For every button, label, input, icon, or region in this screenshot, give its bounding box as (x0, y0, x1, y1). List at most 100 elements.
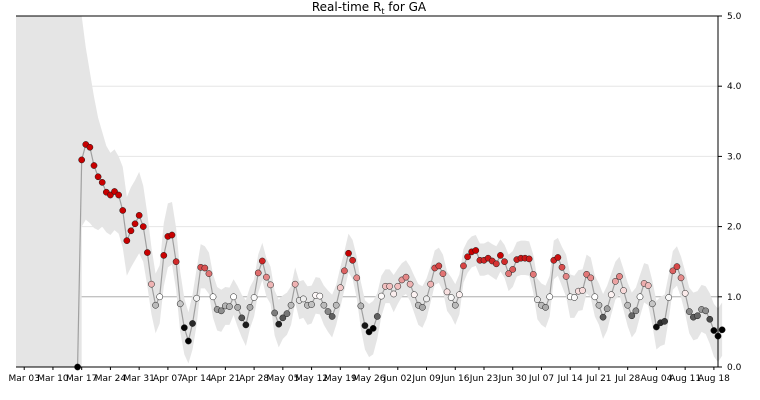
rt-point (234, 303, 242, 311)
x-tick-label: Jun 23 (469, 374, 498, 384)
rt-point (632, 307, 640, 315)
rt-point (386, 282, 393, 290)
rt-point (394, 282, 402, 290)
rt-point (587, 274, 595, 282)
rt-point (279, 314, 287, 322)
rt-point (246, 303, 254, 311)
x-tick-label: May 26 (353, 374, 386, 384)
rt-point (406, 280, 414, 288)
rt-point (283, 310, 291, 317)
rt-point (501, 258, 508, 266)
rt-point (86, 143, 94, 151)
rt-point (423, 295, 430, 303)
rt-point (661, 318, 668, 325)
rt-point (168, 231, 176, 239)
rt-point (648, 300, 656, 308)
x-tick-label: Jun 02 (383, 374, 412, 384)
rt-point (439, 270, 447, 277)
rt-point (156, 293, 164, 301)
rt-point (669, 267, 677, 275)
x-tick-label: Mar 24 (95, 374, 127, 384)
rt-point (702, 307, 710, 315)
rt-point (139, 223, 147, 230)
rt-point (152, 301, 159, 309)
rt-point (160, 252, 168, 259)
rt-point (706, 315, 714, 323)
rt-point (185, 337, 192, 345)
rt-point (361, 322, 369, 329)
rt-point (419, 303, 426, 311)
rt-point (505, 270, 512, 277)
rt-point (546, 293, 554, 301)
rt-point (599, 313, 607, 321)
rt-point (263, 273, 270, 281)
y-tick-label: 2.0 (727, 223, 742, 233)
rt-point (148, 280, 155, 288)
rt-point (242, 321, 250, 329)
rt-point (525, 255, 533, 263)
y-tick-label: 3.0 (727, 152, 742, 162)
rt-point (665, 294, 673, 301)
rt-point (275, 320, 283, 328)
rt-point (673, 263, 681, 270)
x-tick-label: Aug 04 (640, 374, 672, 384)
rt-point (529, 270, 537, 278)
rt-point (554, 254, 562, 261)
rt-point (685, 308, 693, 315)
chart-title-rest: for GA (384, 0, 426, 14)
rt-point (612, 278, 619, 285)
rt-point (570, 294, 578, 301)
rt-point (254, 269, 262, 277)
rt-point (172, 258, 180, 266)
rt-point (238, 314, 246, 322)
rt-point (677, 274, 685, 282)
x-tick-label: Mar 17 (66, 374, 97, 384)
rt-point (353, 274, 361, 282)
rt-point (694, 312, 701, 320)
rt-point (534, 296, 541, 303)
rt-point (542, 303, 549, 311)
rt-point (180, 324, 188, 332)
rt-point (90, 162, 98, 169)
rt-point (115, 191, 122, 199)
rt-point (291, 280, 299, 288)
rt-point (373, 313, 381, 320)
rt-point (497, 252, 504, 259)
rt-point (328, 313, 336, 320)
x-tick-label: May 12 (295, 374, 328, 384)
x-tick-label: Apr 07 (153, 374, 183, 384)
rt-point (710, 327, 718, 334)
x-tick-label: Apr 14 (182, 374, 212, 384)
x-tick-label: Mar 10 (37, 374, 69, 384)
rt-point (402, 273, 410, 281)
x-tick-label: Jul 28 (614, 374, 640, 384)
rt-point (369, 325, 377, 332)
rt-point (209, 293, 217, 301)
rt-point (681, 289, 689, 297)
rt-point (653, 323, 660, 331)
y-tick-label: 4.0 (727, 82, 742, 92)
rt-point (135, 212, 143, 219)
x-tick-label: Mar 31 (124, 374, 155, 384)
x-tick-label: Jul 07 (528, 374, 554, 384)
rt-point (456, 291, 463, 299)
x-tick-label: Aug 18 (698, 374, 730, 384)
rt-point (308, 301, 315, 308)
rt-point (119, 207, 127, 214)
rt-point (616, 273, 623, 280)
rt-point (443, 288, 451, 296)
rt-point (230, 293, 237, 301)
x-tick-label: Apr 21 (210, 374, 240, 384)
x-tick-label: Jun 30 (498, 374, 528, 384)
rt-point (201, 264, 209, 272)
x-tick-label: Mar 03 (9, 374, 40, 384)
rt-point (447, 294, 455, 301)
rt-point (341, 267, 348, 275)
rt-point (205, 270, 213, 277)
chart-title-main: Real-time R (312, 0, 381, 14)
rt-point (287, 301, 295, 309)
rt-point (176, 300, 184, 308)
rt-point (607, 291, 615, 299)
